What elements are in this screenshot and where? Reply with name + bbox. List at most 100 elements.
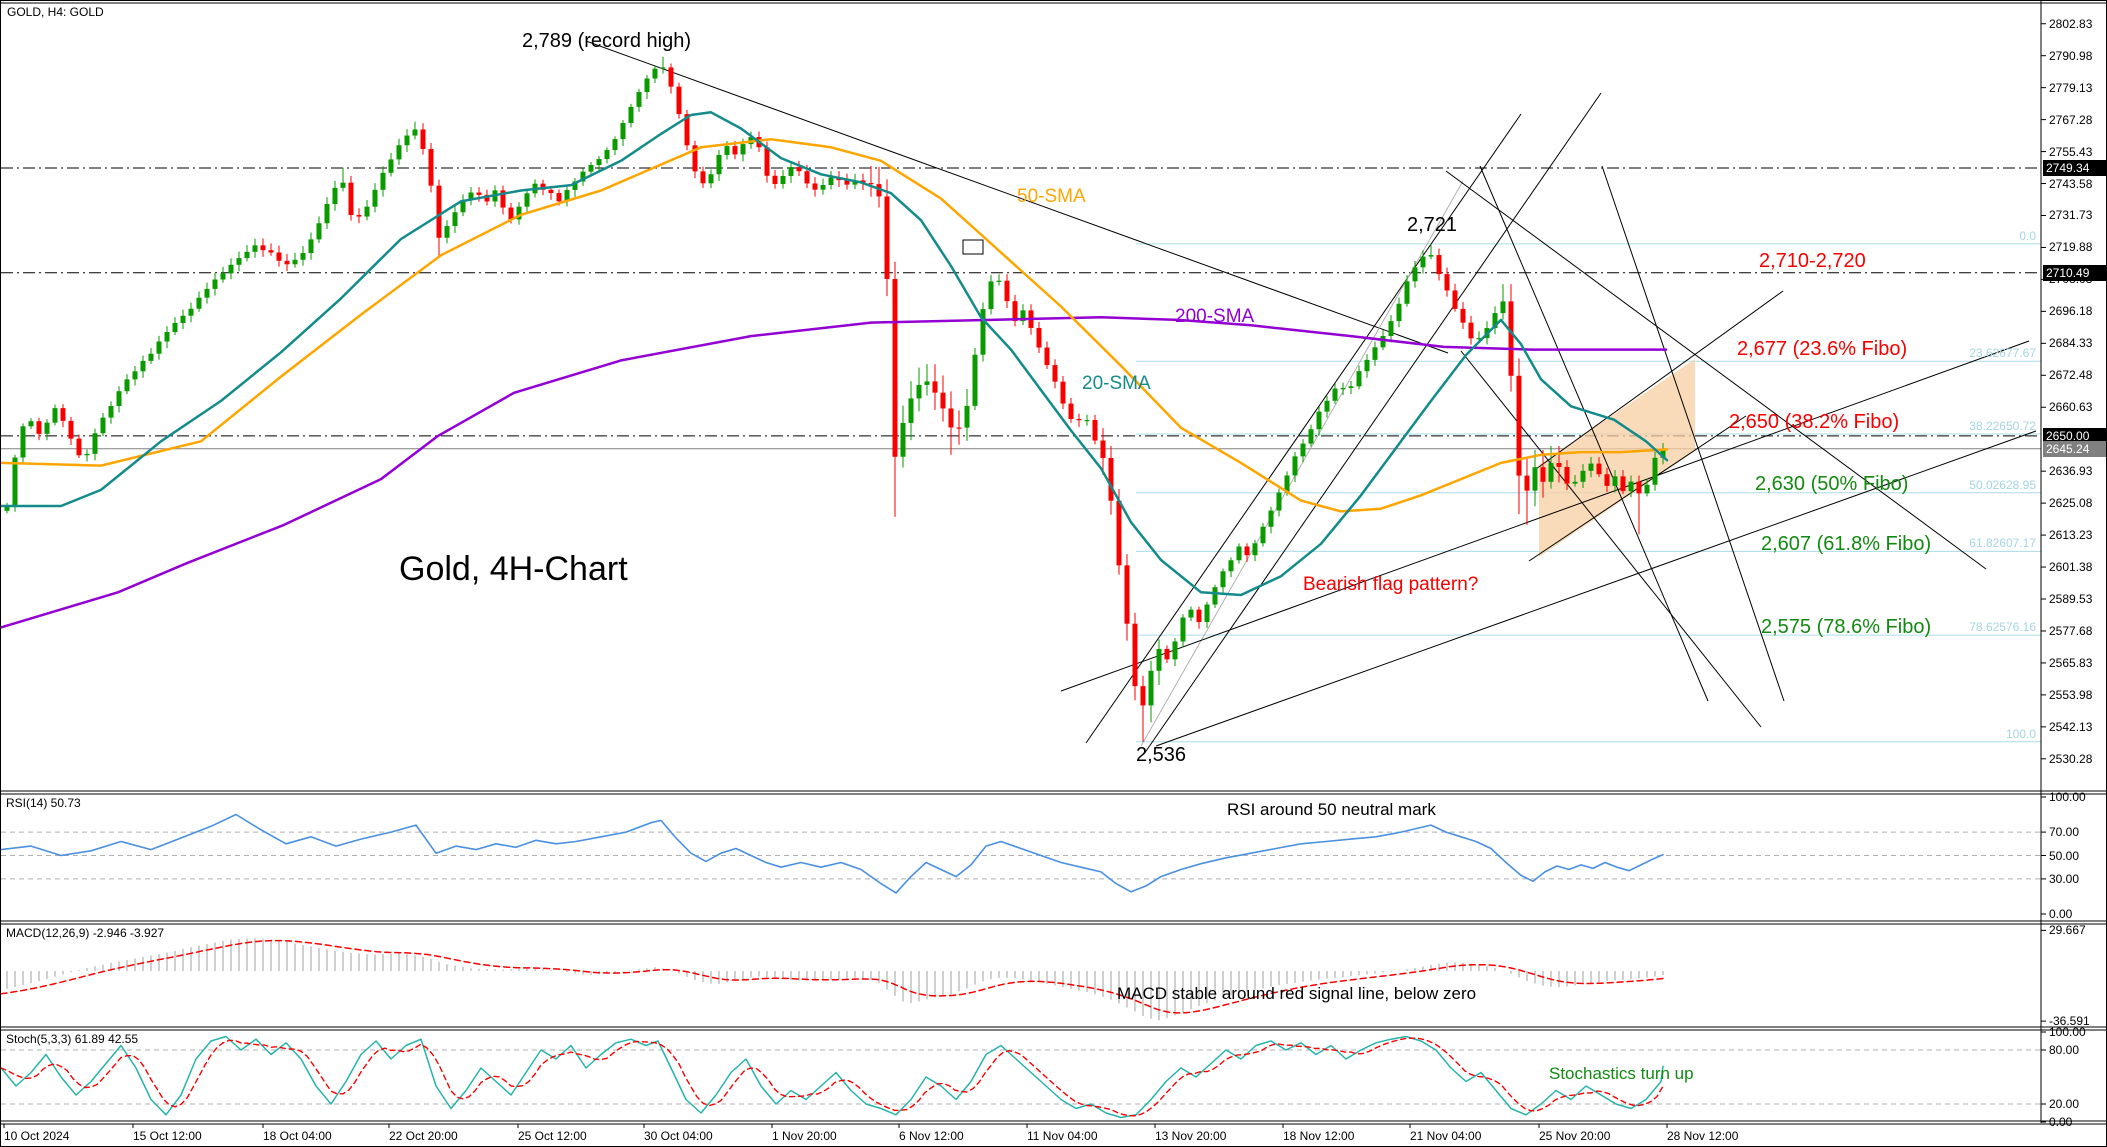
- stoch-tick-label: 0.00: [2049, 1115, 2073, 1129]
- stoch-tick-label: 20.00: [2049, 1097, 2080, 1111]
- fibo-axis-label-50.0: 50.02628.95: [1969, 477, 2036, 492]
- macd-tick-label: -36.591: [2049, 1014, 2090, 1029]
- time-tick-label: 1 Nov 20:00: [772, 1129, 837, 1143]
- time-tick-label: 6 Nov 12:00: [899, 1129, 964, 1143]
- rsi-header: RSI(14) 50.73: [6, 796, 81, 810]
- fibo-786-label: 2,575 (78.6% Fibo): [1761, 616, 1932, 638]
- price-tick-label: 2589.53: [2049, 592, 2093, 606]
- price-tick-label: 2660.63: [2049, 400, 2093, 415]
- resistance-zone-label: 2,710-2,720: [1759, 250, 1866, 272]
- price-tick-label: 2530.28: [2049, 751, 2093, 766]
- time-tick-label: 18 Oct 04:00: [263, 1129, 332, 1143]
- price-tick-label: 2719.88: [2049, 240, 2093, 255]
- macd-signal-line: [1, 939, 1666, 1014]
- price-tag-2645.24: 2645.24: [2043, 440, 2106, 457]
- sma50-label: 50-SMA: [1017, 186, 1086, 207]
- stoch-tick-label: 80.00: [2049, 1043, 2080, 1057]
- time-tick-label: 15 Oct 12:00: [133, 1129, 202, 1143]
- price-tag-2650.00: 2650.00: [2043, 427, 2106, 444]
- fibo-236-label: 2,677 (23.6% Fibo): [1737, 338, 1908, 360]
- time-tick-label: 30 Oct 04:00: [644, 1129, 713, 1143]
- fibo-axis-label-38.2: 38.22650.72: [1969, 418, 2036, 433]
- trendline-0: [585, 40, 1449, 354]
- macd-tick-label: 29.667: [2049, 923, 2086, 938]
- time-tick-label: 28 Nov 12:00: [1667, 1129, 1739, 1143]
- fibo-382-label: 2,650 (38.2% Fibo): [1729, 411, 1900, 433]
- price-tick-label: 2577.68: [2049, 623, 2093, 638]
- fibo-axis-label-100.0: 100.0: [2005, 726, 2036, 741]
- rsi-tick-label: 50.00: [2049, 848, 2080, 863]
- fibo-618-label: 2,607 (61.8% Fibo): [1761, 533, 1932, 555]
- sma-50-line: [1, 137, 1669, 513]
- trendline-6: [1535, 290, 1784, 470]
- sma200-label: 200-SMA: [1175, 306, 1255, 327]
- stoch-k-line: [1, 1035, 1664, 1119]
- price-tick-label: 2542.13: [2049, 719, 2093, 734]
- rectangle-annotation: [962, 239, 984, 255]
- price-tick-label: 2565.83: [2049, 655, 2093, 670]
- bearish-flag-shape: [1539, 359, 1695, 557]
- price-tick-label: 2625.08: [2049, 496, 2093, 511]
- trendline-3: [1140, 180, 1464, 747]
- time-tick-label: 13 Nov 20:00: [1155, 1129, 1227, 1143]
- time-tick-label: 10 Oct 2024: [4, 1129, 70, 1143]
- macd-note: MACD stable around red signal line, belo…: [1117, 984, 1477, 1003]
- symbol-title: GOLD, H4: GOLD: [7, 5, 104, 19]
- price-tick-label: 2601.38: [2049, 560, 2093, 575]
- trendline-11: [1460, 350, 1762, 728]
- price-tag-2749.34: 2749.34: [2043, 160, 2106, 176]
- price-tick-label: 2684.33: [2049, 336, 2093, 351]
- trendline-9: [1155, 430, 2037, 747]
- time-tick-label: 18 Nov 12:00: [1283, 1129, 1355, 1143]
- bearish-flag-label: Bearish flag pattern?: [1303, 574, 1479, 595]
- macd-histogram: [6, 938, 1664, 1021]
- price-tick-label: 2767.28: [2049, 112, 2093, 127]
- candles: [4, 56, 1666, 742]
- time-tick-label: 11 Nov 04:00: [1027, 1129, 1098, 1143]
- price-tick-label: 2790.98: [2049, 48, 2093, 63]
- price-tick-label: 2613.23: [2049, 528, 2093, 543]
- stoch-header: Stoch(5,3,3) 61.89 42.55: [6, 1032, 139, 1046]
- stoch-tick-label: 100.00: [2049, 1025, 2086, 1039]
- price-tag-2710.49: 2710.49: [2043, 264, 2106, 281]
- macd-header: MACD(12,26,9) -2.946 -3.927: [6, 926, 165, 940]
- price-tick-label: 2755.43: [2049, 144, 2093, 159]
- time-tick-label: 22 Oct 20:00: [389, 1129, 458, 1143]
- price-tick-label: 2696.18: [2049, 304, 2093, 319]
- price-tick-label: 2743.58: [2049, 176, 2093, 191]
- time-tick-label: 25 Nov 20:00: [1539, 1129, 1611, 1143]
- time-tick-label: 21 Nov 04:00: [1410, 1129, 1482, 1143]
- fibo-500-label: 2,630 (50% Fibo): [1755, 473, 1909, 495]
- trendline-1: [1085, 113, 1522, 744]
- trendline-4: [1479, 165, 1709, 702]
- trendline-2: [1143, 92, 1602, 755]
- fibo-axis-label-61.8: 61.82607.17: [1969, 536, 2036, 551]
- trendline-5: [1601, 165, 1785, 702]
- trendline-10: [1445, 170, 1987, 570]
- sma-200-line: [1, 316, 1668, 629]
- price-tick-label: 2672.48: [2049, 368, 2093, 383]
- price-tick-label: 2779.13: [2049, 80, 2093, 95]
- stoch-d-line: [1, 1037, 1664, 1117]
- time-tick-label: 25 Oct 12:00: [518, 1129, 587, 1143]
- rsi-tick-label: 100.00: [2049, 790, 2086, 804]
- price-tick-label: 2553.98: [2049, 687, 2093, 702]
- sma20-label: 20-SMA: [1082, 373, 1151, 394]
- peak-2721-label: 2,721: [1407, 214, 1458, 236]
- price-tick-label: 2802.83: [2049, 16, 2093, 31]
- price-tick-label: 2731.73: [2049, 208, 2093, 223]
- trendline-8: [1060, 340, 2030, 692]
- record-high-label: 2,789 (record high): [522, 30, 691, 52]
- stoch-note: Stochastics turn up: [1549, 1064, 1694, 1083]
- fibo-axis-label-23.6: 23.62677.67: [1969, 346, 2036, 361]
- fibo-axis-label-78.6: 78.62576.16: [1969, 620, 2036, 635]
- rsi-tick-label: 30.00: [2049, 871, 2080, 886]
- rsi-line: [1, 813, 1664, 894]
- price-tick-label: 2636.93: [2049, 464, 2093, 479]
- rsi-tick-label: 70.00: [2049, 825, 2080, 840]
- low-2536-label: 2,536: [1136, 744, 1187, 766]
- rsi-tick-label: 0.00: [2049, 907, 2073, 921]
- rsi-note: RSI around 50 neutral mark: [1227, 800, 1436, 819]
